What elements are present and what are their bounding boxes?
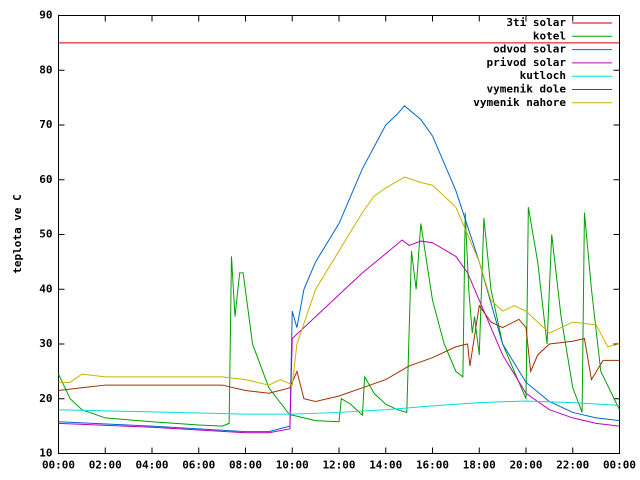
legend-label: vymenik dole [487, 83, 567, 96]
x-tick-label: 10:00 [276, 459, 309, 472]
x-tick-label: 20:00 [509, 459, 542, 472]
series-line [58, 304, 620, 403]
series-line [58, 400, 620, 415]
y-tick-label: 40 [39, 282, 52, 295]
legend-label: odvod solar [493, 43, 566, 56]
series-line [58, 176, 620, 386]
x-tick-label: 14:00 [369, 459, 402, 472]
legend-label: privod solar [487, 56, 567, 69]
y-tick-label: 90 [39, 9, 52, 22]
y-tick-label: 50 [39, 228, 52, 241]
y-tick-label: 30 [39, 337, 52, 350]
x-tick-label: 04:00 [135, 459, 168, 472]
x-tick-label: 02:00 [89, 459, 122, 472]
series-line [58, 207, 620, 427]
x-tick-label: 18:00 [463, 459, 496, 472]
legend-label: kotel [533, 29, 566, 42]
y-tick-label: 70 [39, 118, 52, 131]
x-tick-label: 08:00 [229, 459, 262, 472]
legend-label: 3ti solar [506, 16, 566, 29]
series-line [58, 239, 620, 434]
x-tick-label: 00:00 [603, 459, 636, 472]
legend-label: kutloch [520, 69, 566, 82]
x-tick-label: 12:00 [322, 459, 355, 472]
x-tick-label: 22:00 [556, 459, 589, 472]
y-tick-label: 10 [39, 447, 52, 460]
x-tick-label: 06:00 [182, 459, 215, 472]
y-tick-label: 60 [39, 173, 52, 186]
x-tick-label: 00:00 [42, 459, 75, 472]
y-tick-label: 20 [39, 392, 52, 405]
y-axis-label: teplota ve C [11, 194, 24, 273]
y-tick-label: 80 [39, 63, 52, 76]
legend-label: vymenik nahore [473, 96, 566, 109]
series-line [58, 105, 620, 433]
x-tick-label: 16:00 [416, 459, 449, 472]
